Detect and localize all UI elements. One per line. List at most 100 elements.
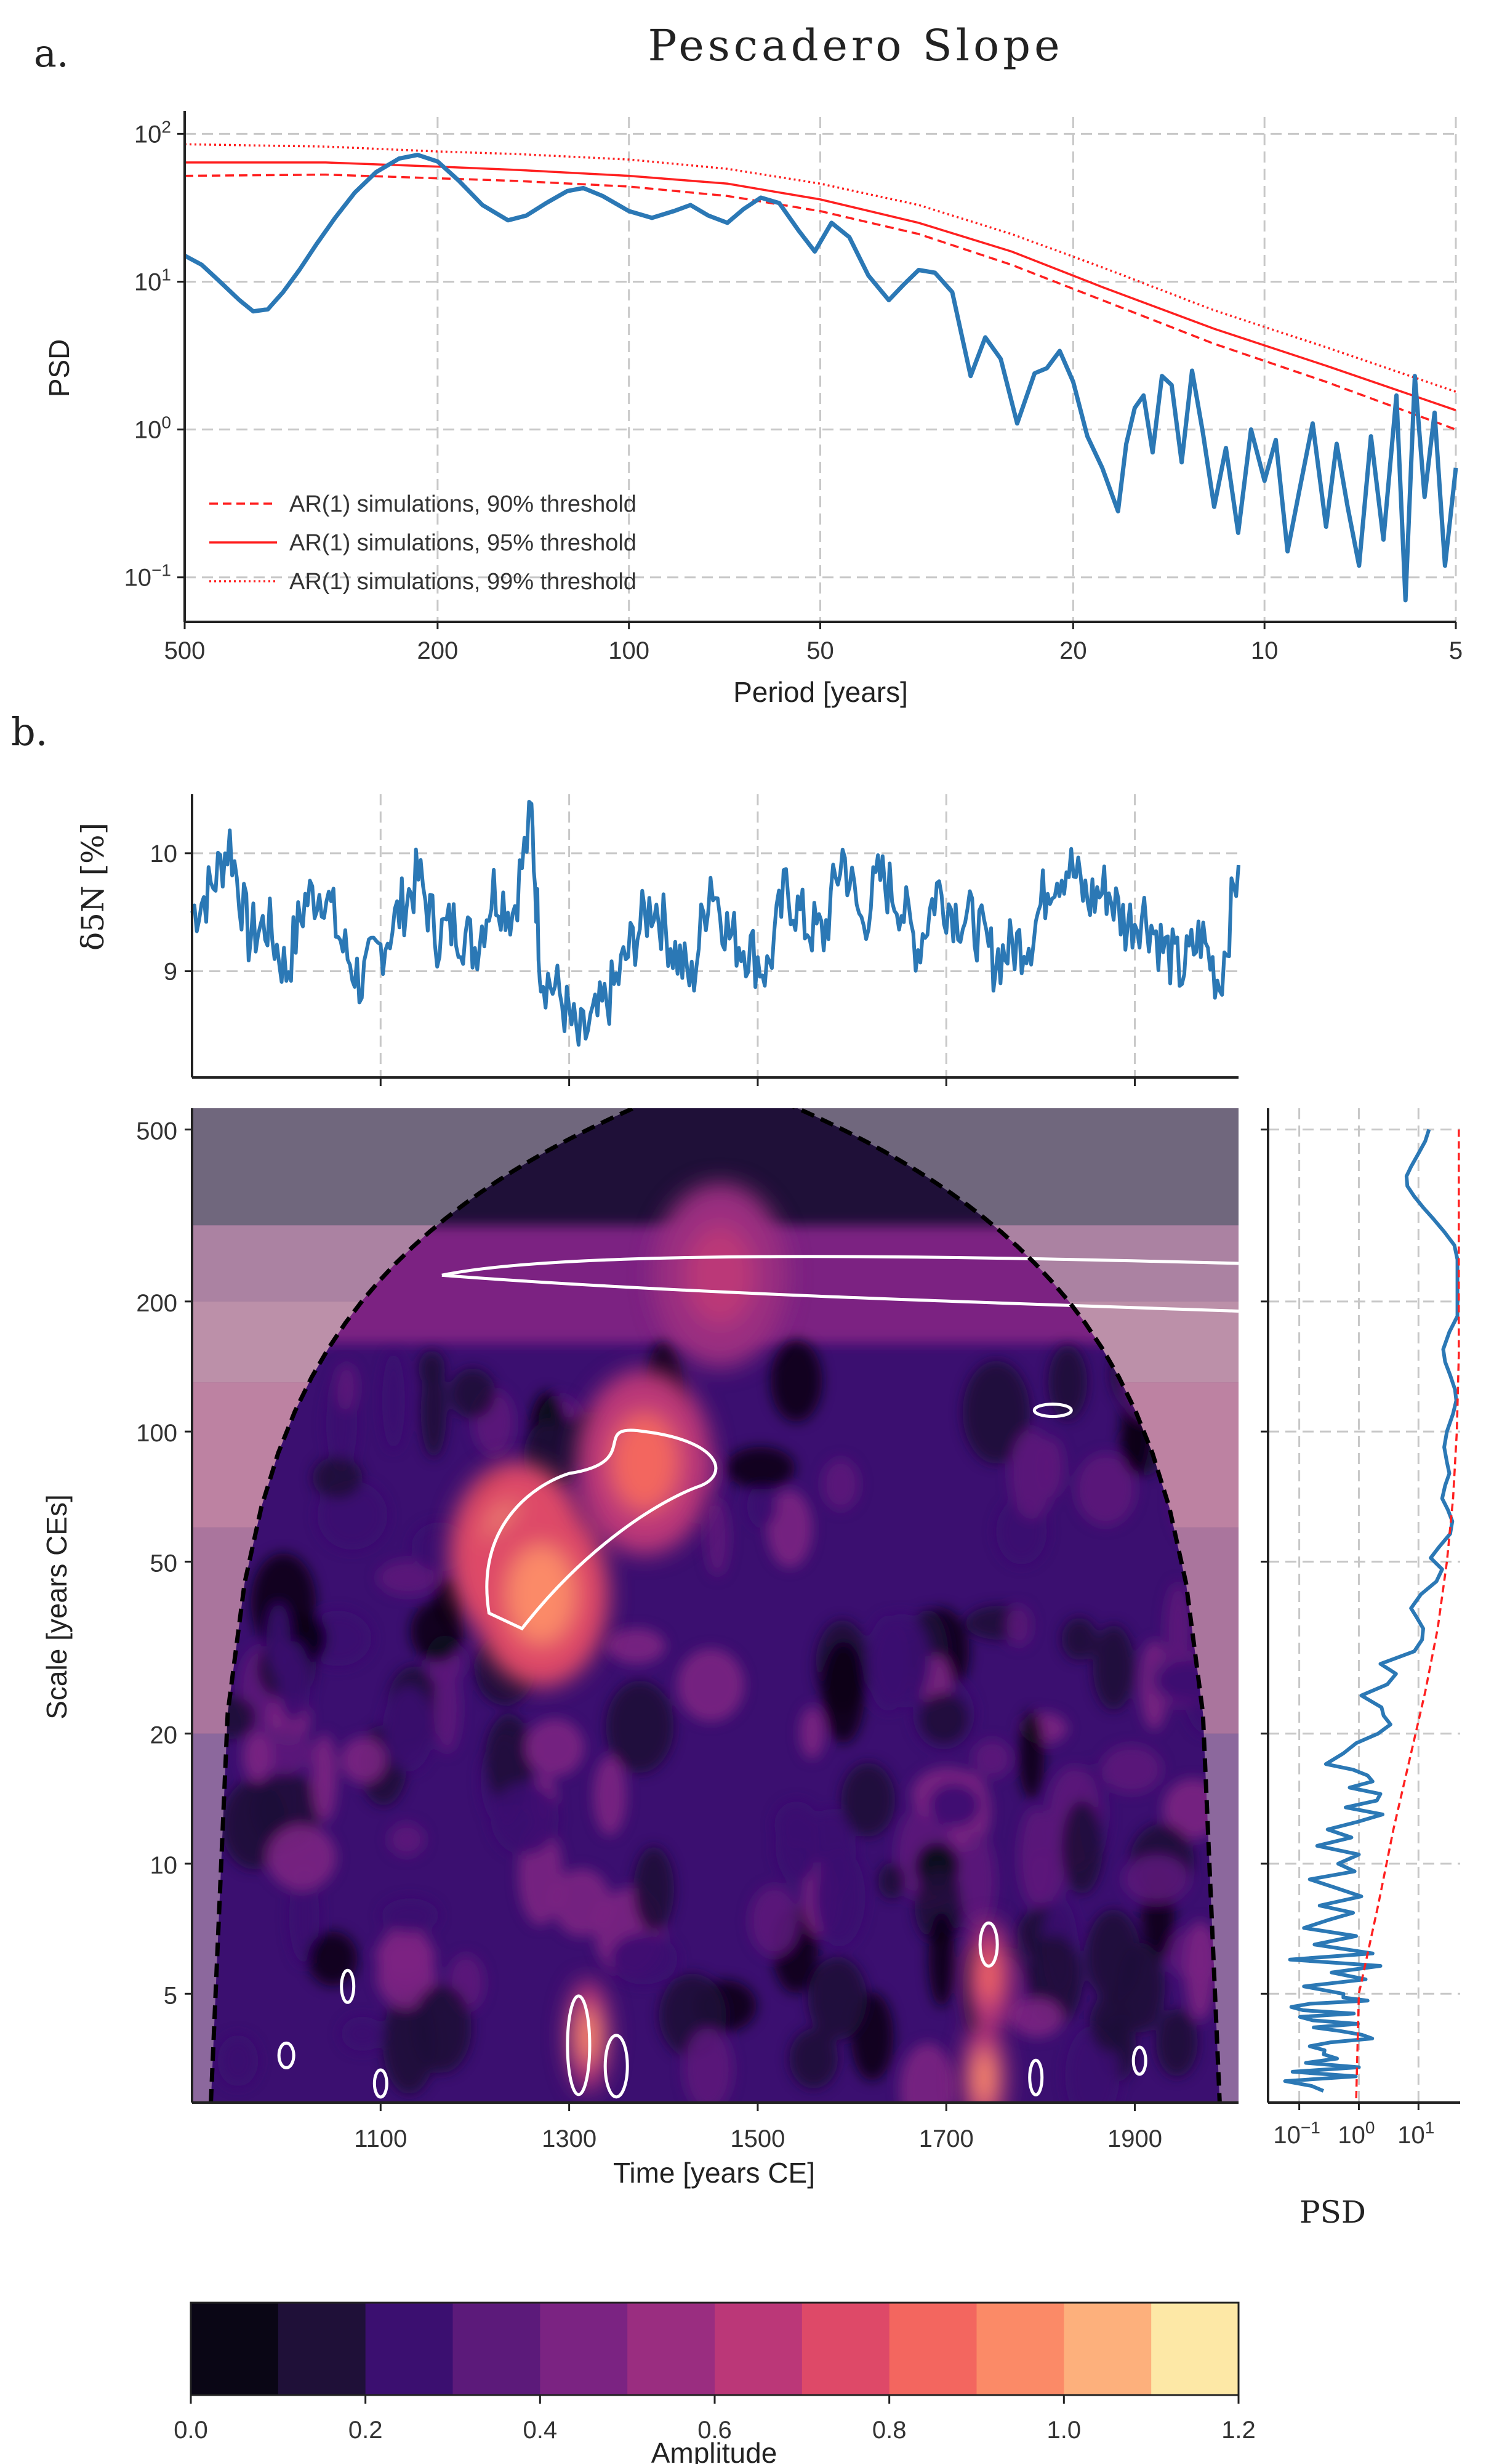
scalogram-cell bbox=[1061, 1800, 1103, 1894]
contour-small bbox=[340, 1968, 356, 2004]
hotspot-core bbox=[611, 1412, 679, 1512]
scalogram-cell bbox=[340, 1737, 386, 1783]
psd-xlabel: Period [years] bbox=[733, 676, 908, 708]
scalogram-ylabel: Scale [years CEs] bbox=[41, 1494, 73, 1720]
timeseries-ylabel: δ5N [%] bbox=[75, 823, 111, 951]
contour-small bbox=[277, 2041, 295, 2069]
scalogram-cell bbox=[1117, 1943, 1165, 2033]
scalogram-cell bbox=[382, 1686, 434, 1772]
scalogram-xtick-label: 1300 bbox=[542, 2125, 596, 2152]
panel-a-label: a. bbox=[34, 31, 69, 76]
scalogram-cell bbox=[382, 1352, 405, 1450]
colorbar-label: Amplitude bbox=[651, 2437, 777, 2464]
hotspot-core bbox=[686, 1226, 754, 1325]
colorbar-tick-label: 0.6 bbox=[697, 2417, 732, 2444]
scalogram-xlabel: Time [years CE] bbox=[613, 2157, 815, 2189]
scalogram-cell bbox=[412, 1984, 472, 2074]
psd-xtick-label: 500 bbox=[164, 637, 206, 664]
contour-small bbox=[978, 1921, 999, 1968]
scalogram-cell bbox=[1075, 1453, 1136, 1526]
scalogram-ytick-label: 5 bbox=[164, 1982, 177, 2009]
scalogram-cell bbox=[705, 1498, 730, 1576]
psd-ytick-label: 100 bbox=[134, 413, 171, 444]
scalogram-cell bbox=[1010, 1998, 1064, 2037]
global-psd-line bbox=[1283, 1129, 1460, 2093]
colorbar-level bbox=[540, 2303, 629, 2395]
scalogram-chart: 1100 1300 1500 1700 1900 500 200 100 50 20 10 5 Sca… bbox=[41, 1108, 1239, 2189]
scalogram-cell bbox=[276, 1641, 311, 1722]
contour-small bbox=[603, 2034, 629, 2099]
psd-legend: AR(1) simulations, 90% threshold AR(1) si… bbox=[209, 491, 637, 595]
scalogram-cell bbox=[774, 1801, 819, 1849]
scalogram-cell bbox=[1061, 1617, 1097, 1661]
scalogram-cell bbox=[633, 1846, 674, 1932]
colorbar-level bbox=[889, 2303, 978, 2395]
scalogram-cell bbox=[1185, 1920, 1216, 2021]
scalogram-cell bbox=[749, 1885, 800, 1957]
scalogram-cell bbox=[1156, 2008, 1198, 2077]
scalogram-cell bbox=[491, 1782, 559, 1856]
legend-entry: AR(1) simulations, 95% threshold bbox=[289, 530, 637, 556]
scalogram-cell bbox=[747, 1484, 777, 1528]
scalogram-ytick-label: 100 bbox=[136, 1420, 177, 1447]
scalogram-cell bbox=[962, 1361, 1030, 1464]
colorbar-tick-label: 0.4 bbox=[523, 2417, 558, 2444]
contour-small bbox=[372, 2068, 388, 2099]
scalogram-ytick-label: 50 bbox=[150, 1550, 178, 1577]
psd-xtick-label: 5 bbox=[1449, 637, 1463, 664]
panel-b-label: b. bbox=[11, 709, 47, 754]
colorbar-tick-label: 0.2 bbox=[348, 2417, 383, 2444]
psd-xtick-label: 50 bbox=[806, 637, 834, 664]
scalogram-ytick-label: 200 bbox=[136, 1290, 177, 1317]
psd-chart: 500 200 100 50 20 10 5 102 101 100 10−1 AR(1) simu… bbox=[43, 111, 1463, 708]
scalogram-cell bbox=[918, 1692, 970, 1745]
psd-xtick-label: 20 bbox=[1059, 637, 1087, 664]
scalogram-cell bbox=[341, 2016, 384, 2051]
delta15n-line bbox=[190, 800, 1240, 1047]
scalogram-xtick-label: 1100 bbox=[354, 2125, 407, 2152]
psd-ytick-label: 102 bbox=[134, 117, 171, 148]
scalogram-cell bbox=[928, 1782, 981, 1827]
scalogram-cell bbox=[243, 1731, 272, 1782]
contour-200yr bbox=[441, 1255, 1239, 1313]
ts-ytick-label: 9 bbox=[164, 959, 177, 986]
scalogram-cell bbox=[377, 1560, 439, 1596]
scalogram-cell bbox=[726, 1446, 795, 1489]
colorbar-level bbox=[278, 2303, 366, 2395]
scalogram-cell bbox=[433, 1664, 461, 1753]
scalogram-cell bbox=[1123, 1855, 1190, 1903]
legend-entry: AR(1) simulations, 99% threshold bbox=[289, 569, 637, 595]
scalogram-cell bbox=[867, 1616, 910, 1712]
contour-small bbox=[1131, 2045, 1147, 2076]
psd-line bbox=[183, 153, 1458, 603]
timeseries-chart: 9 10 δ5N [%] bbox=[75, 794, 1240, 1086]
colorbar-level bbox=[452, 2303, 541, 2395]
scalogram-cell bbox=[1090, 1994, 1130, 2053]
colorbar-level bbox=[627, 2303, 715, 2395]
psd-ytick-label: 10−1 bbox=[124, 561, 171, 592]
scalogram-cell bbox=[552, 1869, 611, 1936]
colorbar-level bbox=[976, 2303, 1065, 2395]
scalogram-blobs bbox=[211, 1333, 1220, 2103]
scalogram-cell bbox=[813, 1848, 865, 1947]
ts-ytick-label: 10 bbox=[150, 840, 178, 868]
scalogram-cell bbox=[1006, 1605, 1032, 1646]
scalogram-cell bbox=[677, 1648, 744, 1722]
scalogram-cell bbox=[449, 1368, 496, 1419]
psd-ytick-label: 101 bbox=[134, 265, 171, 296]
scalogram-cell bbox=[420, 1365, 447, 1458]
gpsd-xtick-label: 10−1 bbox=[1273, 2118, 1320, 2149]
scalogram-cell bbox=[800, 1707, 825, 1759]
gpsd-xtick-label: 100 bbox=[1338, 2118, 1375, 2149]
scalogram-cell bbox=[1018, 1710, 1045, 1800]
scalogram-cell bbox=[1101, 1745, 1162, 1794]
ar1-threshold-line-dashed-red bbox=[184, 173, 1456, 431]
colorbar-tick-label: 0.8 bbox=[872, 2417, 907, 2444]
psd-xtick-label: 10 bbox=[1251, 637, 1279, 664]
scalogram-cell bbox=[289, 1869, 319, 1964]
scalogram-cell bbox=[609, 1933, 678, 1985]
scalogram-cell bbox=[822, 1641, 865, 1744]
scalogram-cell bbox=[593, 1755, 627, 1836]
contour-small bbox=[1028, 2058, 1044, 2096]
psd-ylabel: PSD bbox=[43, 339, 75, 398]
